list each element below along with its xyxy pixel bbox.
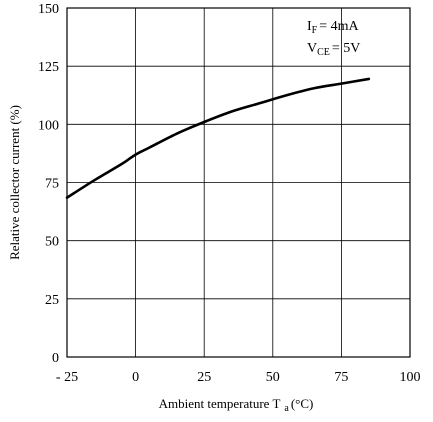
x-tick-label: 100 <box>400 370 421 385</box>
y-tick-label: 25 <box>45 293 59 308</box>
x-axis-label-unit: (°C) <box>291 396 314 411</box>
annotation-vce-rest: = 5V <box>332 41 361 56</box>
y-tick-label: 150 <box>38 2 59 17</box>
y-tick-label: 125 <box>38 60 59 75</box>
grid-layer <box>67 8 410 357</box>
tick-label-layer: - 25 0 25 50 75 100 0 25 50 75 100 125 150 <box>38 2 421 385</box>
annotation-if: IF = 4mA <box>307 19 360 36</box>
annotation-vce-sub: CE <box>317 47 330 58</box>
annotation-if-main: I <box>307 19 312 34</box>
x-tick-label: - 25 <box>56 370 78 385</box>
series-layer <box>65 77 371 199</box>
x-tick-label: 25 <box>197 370 211 385</box>
x-tick-label: 0 <box>132 370 139 385</box>
annotation-if-rest: = 4mA <box>319 19 359 34</box>
series-line <box>65 77 371 199</box>
y-tick-label: 0 <box>52 351 59 366</box>
y-tick-label: 50 <box>45 235 59 250</box>
x-axis-label-main: Ambient temperature T <box>159 396 281 411</box>
y-tick-label: 75 <box>45 177 59 192</box>
x-tick-label: 75 <box>334 370 348 385</box>
plot-frame <box>66 7 411 358</box>
x-tick-label: 50 <box>266 370 280 385</box>
annotation-vce: VCE = 5V <box>307 41 360 58</box>
annotation-if-sub: F <box>312 25 318 36</box>
annotation-vce-main: V <box>307 41 317 56</box>
y-axis-label: Relative collector current (%) <box>7 105 22 260</box>
y-tick-label: 100 <box>38 118 59 133</box>
x-axis-label-sub: a <box>284 403 289 414</box>
